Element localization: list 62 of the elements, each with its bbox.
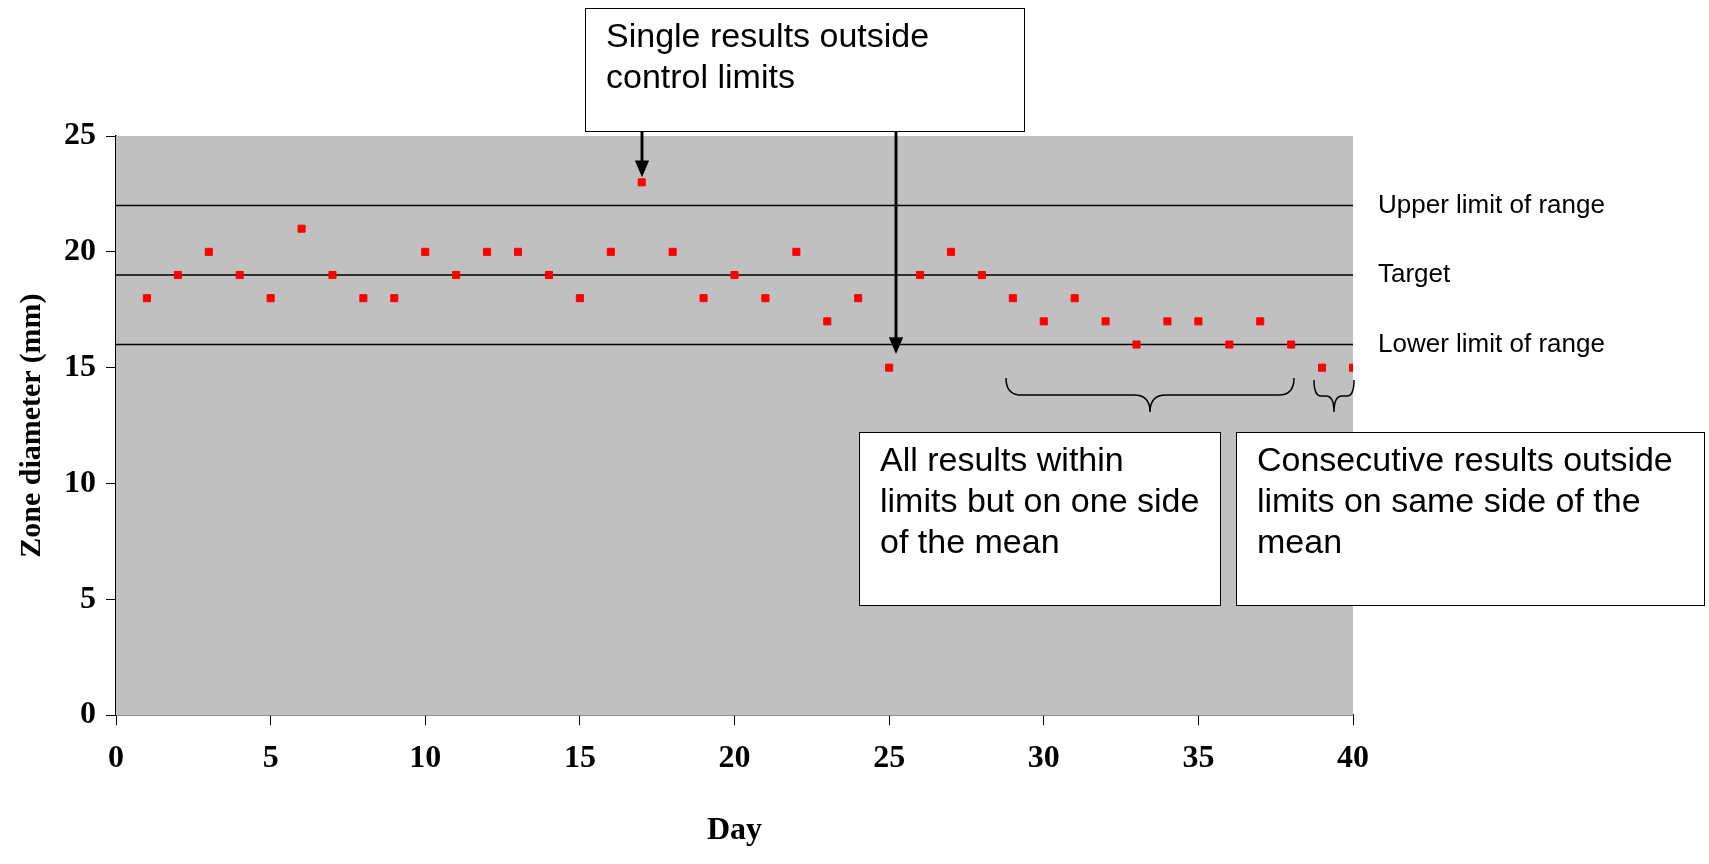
y-tick-label: 0 xyxy=(80,694,96,731)
point xyxy=(1101,317,1110,326)
point xyxy=(1287,340,1296,349)
x-tick-label: 35 xyxy=(1182,737,1215,774)
y-tick-label: 10 xyxy=(64,462,96,499)
point xyxy=(142,294,151,303)
point xyxy=(1256,317,1265,326)
point xyxy=(699,294,708,303)
point xyxy=(885,363,894,372)
y-tick-label: 5 xyxy=(80,578,96,615)
y-tick-label: 25 xyxy=(64,115,96,152)
point xyxy=(823,317,832,326)
point xyxy=(1225,340,1234,349)
point xyxy=(1132,340,1141,349)
point xyxy=(1039,317,1048,326)
point xyxy=(235,270,244,280)
point xyxy=(359,294,368,303)
annotation: Single results outside control limits xyxy=(585,8,1025,132)
x-axis-title: Day xyxy=(706,810,763,847)
ref-line-label: Lower limit of range xyxy=(1378,327,1605,358)
point xyxy=(575,294,584,303)
point xyxy=(916,270,925,280)
x-tick-label: 30 xyxy=(1027,737,1060,774)
point xyxy=(513,247,523,256)
point xyxy=(1008,294,1017,303)
x-tick-label: 10 xyxy=(409,737,442,774)
x-tick-label: 40 xyxy=(1337,737,1369,774)
point xyxy=(390,294,399,303)
annotation: All results within limits but on one side of the mean xyxy=(859,432,1221,606)
ref-line-label: Upper limit of range xyxy=(1378,188,1605,219)
point xyxy=(266,294,275,303)
y-tick-label: 15 xyxy=(64,346,96,383)
x-tick-label: 15 xyxy=(563,737,596,774)
point xyxy=(297,224,306,233)
point xyxy=(1070,294,1079,303)
point xyxy=(761,294,770,303)
point xyxy=(730,270,739,280)
y-tick-label: 20 xyxy=(64,231,96,268)
point xyxy=(637,178,646,187)
annotation: Consecutive results outside limits on same side of the mean xyxy=(1236,432,1705,606)
point xyxy=(452,270,461,280)
point xyxy=(421,247,430,256)
point xyxy=(854,294,863,303)
point xyxy=(1318,363,1327,372)
point xyxy=(328,270,337,280)
point xyxy=(173,270,182,280)
x-tick-label: 5 xyxy=(262,737,279,774)
point xyxy=(204,247,213,256)
point xyxy=(792,247,801,256)
point xyxy=(483,247,492,256)
point xyxy=(668,247,677,256)
x-tick-label: 20 xyxy=(718,737,751,774)
x-tick-label: 25 xyxy=(873,737,906,774)
point xyxy=(606,247,615,256)
x-tick-label: 0 xyxy=(108,737,124,774)
y-axis-title: Zone diameter (mm) xyxy=(12,293,47,558)
ref-line-label: Target xyxy=(1378,258,1452,289)
point xyxy=(946,247,956,256)
point xyxy=(1163,317,1172,326)
point xyxy=(977,270,986,280)
point xyxy=(1194,317,1203,326)
point xyxy=(544,270,553,280)
